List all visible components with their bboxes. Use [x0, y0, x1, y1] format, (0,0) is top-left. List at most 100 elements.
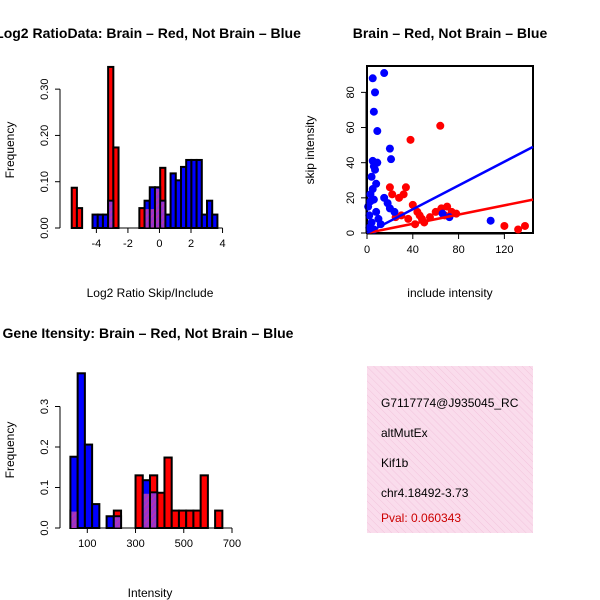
- overlap-bar: [155, 188, 160, 228]
- p-value: Pval: 0.060343: [381, 511, 461, 525]
- overlap-bar: [143, 493, 149, 528]
- not-brain-bar: [105, 515, 115, 530]
- axes: 0 40 80 120 0 20 40 60 80: [345, 86, 514, 256]
- info-box: G7117774@J935045_RC altMutEx Kif1b chr4.…: [367, 366, 533, 533]
- x-axis-label: include intensity: [407, 286, 492, 300]
- y-axis-label: Frequency: [3, 422, 17, 479]
- x-tick-label: 80: [452, 244, 464, 256]
- x-axis-label: Intensity: [128, 586, 173, 600]
- probe-id: G7117774@J935045_RC: [381, 396, 519, 410]
- brain-fit-line: [366, 198, 534, 235]
- x-tick-label: 0: [156, 238, 162, 250]
- brain-bar: [163, 456, 173, 529]
- not-brain-point: [380, 69, 389, 78]
- x-tick-label: 300: [126, 538, 144, 550]
- brain-point: [436, 121, 445, 130]
- brain-bar: [199, 474, 209, 530]
- not-brain-point: [366, 197, 375, 206]
- brain-point: [500, 221, 509, 230]
- brain-point: [406, 135, 415, 144]
- not-brain-point: [373, 158, 382, 167]
- gene-name: Kif1b: [381, 456, 409, 470]
- brain-point: [520, 221, 529, 230]
- not-brain-point: [368, 74, 377, 83]
- not-brain-point: [387, 155, 396, 164]
- not-brain-point: [380, 193, 389, 202]
- info-box-background: [367, 366, 533, 533]
- y-tick-label: 0.3: [39, 399, 51, 414]
- overlap-bar: [161, 201, 165, 228]
- y-tick-label: 60: [345, 121, 357, 133]
- brain-bar: [185, 509, 195, 529]
- not-brain-point: [373, 127, 382, 136]
- not-brain-point: [438, 209, 447, 218]
- y-tick-label: 0: [345, 230, 357, 236]
- x-tick-label: 4: [219, 238, 225, 250]
- x-tick-label: -4: [91, 238, 101, 250]
- x-tick-label: 500: [175, 538, 193, 550]
- x-tick-label: 120: [495, 244, 513, 256]
- overlap-bar: [109, 201, 113, 228]
- chart-title: Brain – Red, Not Brain – Blue: [353, 25, 548, 41]
- x-tick-label: 100: [78, 538, 96, 550]
- overlap-bar: [151, 493, 157, 528]
- bars: [70, 65, 219, 230]
- y-tick-label: 0.2: [39, 439, 51, 454]
- x-tick-label: 700: [223, 538, 241, 550]
- not-brain-bar: [83, 443, 94, 530]
- not-brain-bar: [211, 213, 219, 230]
- not-brain-point: [371, 165, 380, 174]
- not-brain-point: [486, 216, 495, 225]
- brain-point: [431, 207, 440, 216]
- gene-intensity-histogram: Gene Itensity: Brain – Red, Not Brain – …: [3, 325, 294, 600]
- chart-title: Gene Itensity: Brain – Red, Not Brain – …: [3, 325, 294, 341]
- brain-point: [443, 202, 452, 211]
- y-axis-label: skip intensity: [303, 116, 317, 185]
- y-tick-label: 80: [345, 86, 357, 98]
- brain-bar: [214, 509, 224, 529]
- intensity-scatter: Brain – Red, Not Brain – Blue 0 40 80 120 0 2…: [303, 25, 547, 300]
- brain-point: [385, 183, 394, 192]
- axes: 100 300 500 700 0.0 0.1 0.2 0.3: [39, 399, 241, 550]
- not-brain-bar: [91, 503, 101, 530]
- overlap-bar: [145, 209, 149, 228]
- x-tick-label: -2: [123, 238, 133, 250]
- not-brain-point: [385, 144, 394, 153]
- brain-point: [514, 225, 523, 234]
- brain-bar: [156, 491, 166, 530]
- x-axis-label: Log2 Ratio Skip/Include: [87, 286, 214, 300]
- not-brain-point: [372, 207, 381, 216]
- chart-title: Log2 RatioData: Brain – Red, Not Brain –…: [0, 25, 301, 41]
- y-tick-label: 0.0: [39, 520, 51, 535]
- y-tick-label: 0.1: [39, 480, 51, 495]
- points: [364, 69, 534, 235]
- brain-point: [399, 190, 408, 199]
- overlap-bar: [71, 511, 77, 528]
- y-tick-label: 0.20: [39, 125, 51, 146]
- axes: -4 -2 0 2 4 0.00 0.10 0.20 0.30: [39, 78, 226, 250]
- not-brain-point: [369, 107, 378, 116]
- y-tick-label: 0.30: [39, 78, 51, 99]
- not-brain-point: [365, 211, 374, 220]
- x-tick-label: 0: [364, 244, 370, 256]
- not-brain-point: [367, 172, 376, 181]
- brain-bar: [170, 509, 180, 529]
- brain-bar: [75, 207, 84, 229]
- brain-point: [401, 183, 410, 192]
- x-tick-label: 2: [188, 238, 194, 250]
- y-axis-label: Frequency: [3, 122, 17, 179]
- overlap-bar: [150, 209, 154, 228]
- bars: [69, 372, 224, 530]
- log2-ratio-histogram: Log2 RatioData: Brain – Red, Not Brain –…: [0, 25, 301, 300]
- y-tick-label: 40: [345, 157, 357, 169]
- overlap-bar: [114, 517, 121, 528]
- not-brain-fit-line: [366, 145, 534, 235]
- not-brain-point: [390, 207, 399, 216]
- brain-bar: [192, 509, 202, 529]
- brain-bar: [134, 474, 144, 530]
- not-brain-bar: [76, 372, 86, 530]
- y-tick-label: 0.10: [39, 171, 51, 192]
- not-brain-point: [371, 88, 380, 97]
- brain-point: [404, 214, 413, 223]
